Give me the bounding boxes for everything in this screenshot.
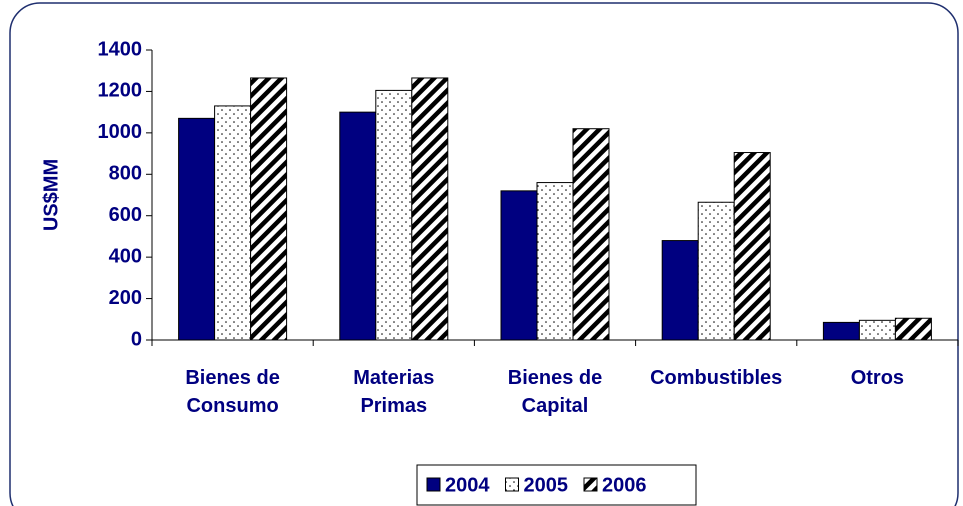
y-tick-label: 0 (131, 328, 142, 350)
bar (339, 111, 377, 341)
bar (894, 317, 932, 341)
x-tick-label: Bienes de Consumo (185, 367, 280, 417)
bar (214, 105, 252, 341)
bar (178, 117, 216, 341)
legend (416, 464, 697, 506)
legend-label: 2006 (602, 474, 647, 496)
x-tick-label: Materias Primas (353, 367, 435, 417)
y-tick-label: 1000 (98, 121, 143, 143)
y-axis-title: US$MM (40, 159, 62, 231)
y-tick-label: 1400 (98, 38, 143, 60)
bar (822, 321, 860, 341)
bar (572, 128, 610, 341)
y-tick-label: 800 (109, 163, 142, 185)
legend-label: 2004 (445, 474, 490, 496)
bar (697, 201, 735, 341)
y-tick-label: 600 (109, 204, 142, 226)
bar (411, 77, 449, 341)
bar (536, 182, 574, 341)
legend-swatch (583, 477, 598, 492)
legend-label: 2005 (524, 474, 569, 496)
bar (661, 240, 699, 341)
bar (733, 152, 771, 341)
legend-swatch (426, 477, 441, 492)
y-tick-label: 400 (109, 245, 142, 267)
bar (375, 89, 413, 341)
x-tick-label: Otros (850, 367, 905, 389)
bar (250, 77, 288, 341)
frame (9, 2, 959, 506)
bar (500, 190, 538, 341)
y-tick-label: 1200 (98, 80, 143, 102)
x-tick-label: Bienes de Capital (507, 367, 603, 417)
x-tick-label: Combustibles (650, 367, 783, 389)
y-tick-label: 200 (109, 287, 142, 309)
bar (858, 319, 896, 341)
legend-swatch (505, 477, 519, 492)
